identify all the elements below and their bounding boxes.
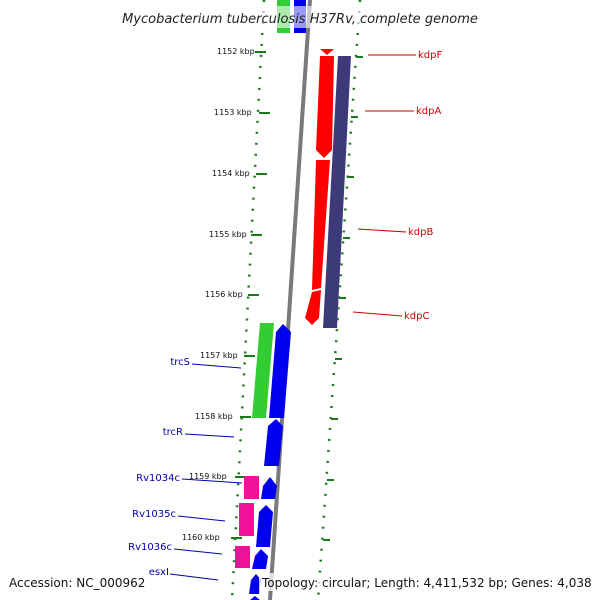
left-dotted-guide: [230, 0, 266, 600]
ruler-tick-1158: 1158 kbp: [195, 412, 251, 421]
right-label-leaders: [352, 54, 416, 317]
ruler-tick-1160: 1160 kbp: [182, 533, 242, 542]
gene-trcR[interactable]: [269, 324, 291, 418]
footer-accession: Accession: NC_000962: [9, 576, 145, 590]
kdp-operon-genes: [305, 49, 334, 325]
label-esxI[interactable]: esxI: [149, 567, 169, 578]
label-kdpA[interactable]: kdpA: [416, 106, 441, 117]
gene-trcS[interactable]: [252, 323, 274, 418]
gene-esxI[interactable]: [249, 574, 261, 594]
title-backdrop: [112, 6, 490, 28]
label-Rv1035c[interactable]: Rv1035c: [132, 509, 176, 520]
gene-bottom-fragment[interactable]: [250, 596, 260, 600]
footer-summary: Topology: circular; Length: 4,411,532 bp…: [261, 576, 592, 590]
footer-summary-backdrop: [259, 573, 594, 591]
gene-blue-1036[interactable]: [252, 549, 268, 569]
gene-Rv1034c[interactable]: [244, 476, 259, 499]
left-label-leaders: [169, 363, 243, 581]
gene-blue-1035[interactable]: [256, 505, 273, 547]
ruler-tick-1155: 1155 kbp: [209, 230, 262, 239]
label-trcR[interactable]: trcR: [163, 427, 183, 438]
gene-blue-1034[interactable]: [261, 477, 277, 499]
ruler-tick-label: 1155 kbp: [209, 230, 247, 239]
ruler-tick-label: 1157 kbp: [200, 351, 238, 360]
right-dotted-guide: [316, 0, 362, 600]
ruler-tick-label: 1158 kbp: [195, 412, 233, 421]
gene-kdpC[interactable]: [305, 290, 321, 325]
gene-blue-downstream[interactable]: [264, 419, 283, 466]
label-Rv1034c[interactable]: Rv1034c: [136, 473, 180, 484]
gene-kdpB[interactable]: [312, 160, 330, 290]
gene-kdpA[interactable]: [316, 56, 334, 158]
ruler-tick-1153: 1153 kbp: [214, 108, 270, 117]
rv1034c-1036c-genes: [235, 476, 277, 600]
label-Rv1036c[interactable]: Rv1036c: [128, 542, 172, 553]
ruler-tick-1156: 1156 kbp: [205, 290, 259, 299]
ruler-tick-label: 1160 kbp: [182, 533, 220, 542]
coordinate-ruler: 1152 kbp 1153 kbp 1154 kbp 1155 kbp 1156…: [182, 47, 270, 542]
ruler-tick-1157: 1157 kbp: [200, 351, 255, 360]
ruler-tick-label: 1152 kbp: [217, 47, 255, 56]
label-kdpF[interactable]: kdpF: [418, 50, 442, 61]
ruler-tick-1154: 1154 kbp: [212, 169, 267, 178]
genome-title: Mycobacterium tuberculosis H37Rv, comple…: [122, 12, 478, 27]
gene-Rv1035c[interactable]: [239, 503, 254, 536]
ruler-tick-1152: 1152 kbp: [217, 47, 266, 56]
ruler-tick-label: 1153 kbp: [214, 108, 252, 117]
gene-Rv1036c[interactable]: [235, 546, 250, 568]
gene-navy-reverse[interactable]: [323, 56, 351, 328]
footer-accession-backdrop: [6, 573, 146, 591]
gene-kdpF[interactable]: [320, 49, 334, 55]
genome-backbone: [268, 0, 312, 600]
label-kdpC[interactable]: kdpC: [404, 311, 429, 322]
ruler-tick-label: 1156 kbp: [205, 290, 243, 299]
ruler-tick-label: 1154 kbp: [212, 169, 250, 178]
ruler-tick-label: 1159 kbp: [189, 472, 227, 481]
label-kdpB[interactable]: kdpB: [408, 227, 433, 238]
label-trcS[interactable]: trcS: [170, 357, 190, 368]
right-ruler-ticks: [323, 56, 363, 541]
